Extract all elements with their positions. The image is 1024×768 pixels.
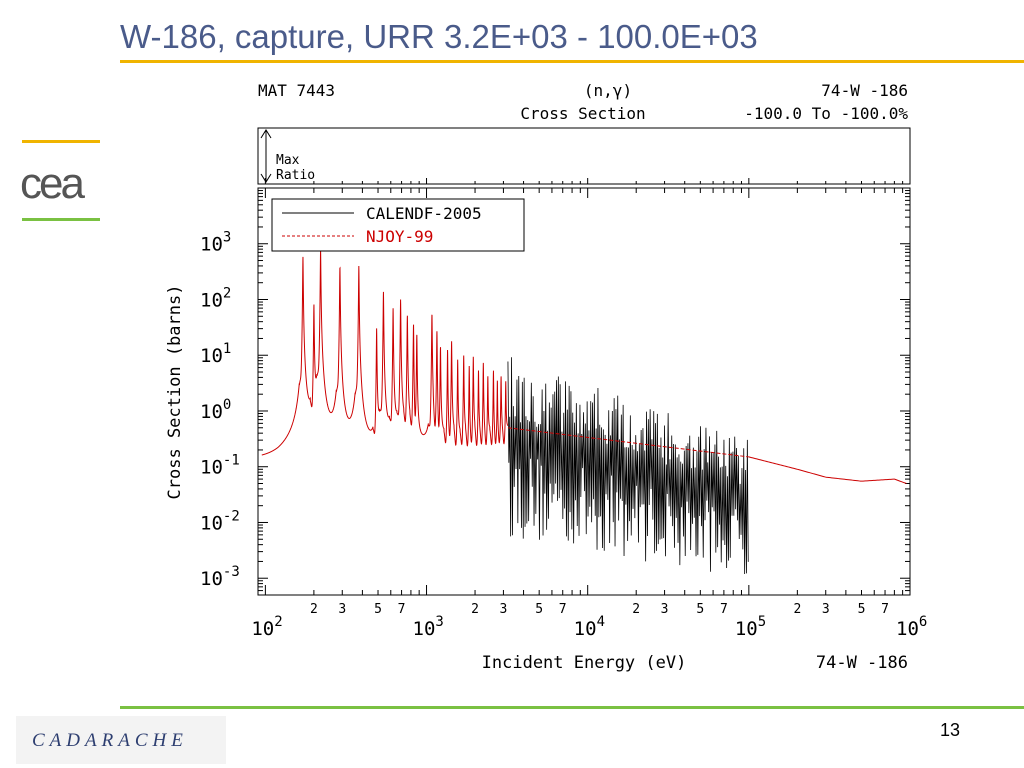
ratio-label-ratio: Ratio xyxy=(276,168,315,183)
njoy-resolved-line xyxy=(261,249,509,456)
legend-box xyxy=(271,198,525,252)
y-decade-tick-label: 103 xyxy=(200,230,231,256)
x-minor-tick-label: 5 xyxy=(696,602,704,617)
chart-quantity: Cross Section xyxy=(520,104,645,123)
logo-bar-top xyxy=(22,140,100,143)
x-minor-tick-label: 2 xyxy=(310,602,318,617)
x-minor-tick-label: 5 xyxy=(535,602,543,617)
title-rule xyxy=(120,60,1024,63)
x-minor-tick-label: 2 xyxy=(793,602,801,617)
x-minor-tick-label: 7 xyxy=(881,602,889,617)
x-minor-tick-label: 2 xyxy=(632,602,640,617)
x-minor-tick-label: 5 xyxy=(374,602,382,617)
y-decade-tick-label: 10-3 xyxy=(200,564,240,590)
cadarache-logo xyxy=(16,716,226,764)
cea-logo-icon: cea xyxy=(20,159,88,208)
x-minor-tick-label: 7 xyxy=(559,602,567,617)
chart-material: 74-W -186 xyxy=(821,81,908,100)
x-decade-tick-label: 103 xyxy=(413,614,444,640)
y-decade-tick-label: 101 xyxy=(200,341,231,367)
x-minor-tick-label: 2 xyxy=(471,602,479,617)
cadarache-logo-text: CADARACHE xyxy=(32,730,188,751)
cea-logo-text: cea xyxy=(20,159,85,208)
y-decade-tick-label: 10-1 xyxy=(200,453,240,479)
chart-reaction: (n,γ) xyxy=(584,81,632,100)
ratio-arrow-heads xyxy=(260,129,272,183)
y-axis-label: Cross Section (barns) xyxy=(165,285,185,500)
y-decade-tick-label: 100 xyxy=(200,397,231,423)
njoy-urr-dashed-line xyxy=(507,427,749,458)
x-minor-tick-label: 7 xyxy=(720,602,728,617)
x-decade-tick-label: 102 xyxy=(251,614,282,640)
plot-frame xyxy=(257,187,911,596)
footer-rule xyxy=(120,706,1024,709)
legend-label-njoy: NJOY-99 xyxy=(366,227,433,246)
legend-label-calendf: CALENDF-2005 xyxy=(366,204,482,223)
y-decade-tick-label: 102 xyxy=(200,285,231,311)
x-minor-tick-label: 3 xyxy=(661,602,669,617)
ratio-label-max: Max xyxy=(276,153,300,168)
x-minor-tick-label: 3 xyxy=(338,602,346,617)
page-number: 13 xyxy=(940,720,961,740)
x-decade-tick-label: 106 xyxy=(896,614,927,640)
chart-mat: MAT 7443 xyxy=(258,81,335,100)
x-minor-tick-label: 7 xyxy=(398,602,406,617)
x-minor-tick-label: 3 xyxy=(500,602,508,617)
x-minor-tick-label: 3 xyxy=(822,602,830,617)
x-minor-tick-label: 5 xyxy=(858,602,866,617)
cross-section-chart: MAT 7443 (n,γ) 74-W -186 Cross Section -… xyxy=(165,81,927,673)
calendf-line xyxy=(507,357,749,575)
plot-curves xyxy=(261,249,907,575)
slide-title: W-186, capture, URR 3.2E+03 - 100.0E+03 xyxy=(120,18,758,55)
logo-bar-bottom xyxy=(22,218,100,221)
ratio-panel xyxy=(257,127,911,185)
x-decade-tick-label: 105 xyxy=(735,614,766,640)
chart-range: -100.0 To -100.0% xyxy=(744,104,908,123)
y-decade-tick-label: 10-2 xyxy=(200,508,240,534)
x-axis-label: Incident Energy (eV) xyxy=(482,653,687,673)
x-axis-label-right: 74-W -186 xyxy=(816,653,908,673)
njoy-high-energy-line xyxy=(748,456,907,484)
x-decade-tick-label: 104 xyxy=(574,614,605,640)
